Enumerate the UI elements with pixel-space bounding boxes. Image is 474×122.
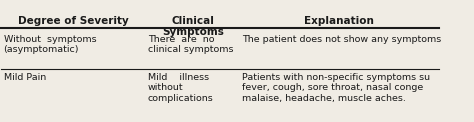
Text: Patients with non-specific symptoms su
fever, cough, sore throat, nasal conge
ma: Patients with non-specific symptoms su f… bbox=[242, 73, 430, 103]
Text: Without  symptoms
(asymptomatic): Without symptoms (asymptomatic) bbox=[4, 35, 96, 54]
Text: Explanation: Explanation bbox=[304, 16, 374, 26]
Text: Mild Pain: Mild Pain bbox=[4, 73, 46, 82]
Text: Degree of Severity: Degree of Severity bbox=[18, 16, 129, 26]
Text: There  are  no
clinical symptoms: There are no clinical symptoms bbox=[148, 35, 233, 54]
Text: Clinical
Symptoms: Clinical Symptoms bbox=[162, 16, 224, 37]
Text: The patient does not show any symptoms: The patient does not show any symptoms bbox=[242, 35, 441, 44]
Text: Mild    illness
without
complications: Mild illness without complications bbox=[148, 73, 214, 103]
